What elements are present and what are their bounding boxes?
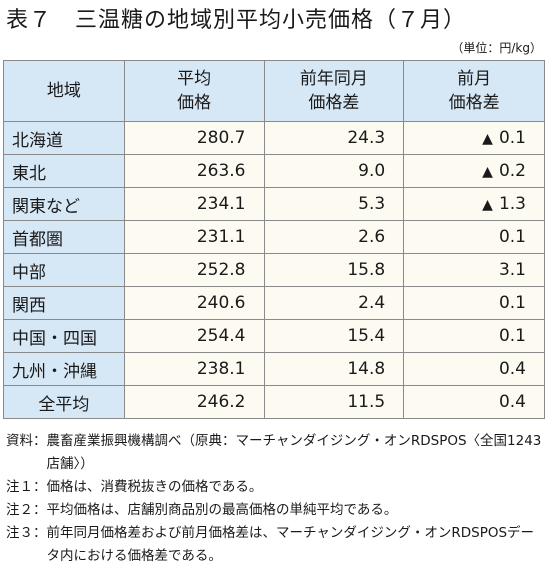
mom-diff-cell: ▲ 1.3 (403, 187, 545, 221)
note-label: 注３： (6, 525, 47, 541)
unit-label: （単位：円/kg） (451, 41, 542, 55)
note-label: 資料： (6, 433, 47, 449)
yoy-diff-cell: 15.4 (263, 319, 405, 353)
region-cell: 中部 (3, 253, 125, 287)
region-cell: 関西 (3, 286, 125, 320)
avg-price-cell: 263.6 (123, 154, 265, 188)
table-row: 中国・四国 254.4 15.4 0.1 (3, 319, 545, 353)
yoy-diff-cell: 5.3 (263, 187, 405, 221)
region-cell: 九州・沖縄 (3, 352, 125, 386)
yoy-diff-cell: 24.3 (263, 121, 405, 155)
mom-diff-value: 1.3 (498, 194, 526, 214)
header-yoy-diff-line-2: 価格差 (308, 93, 360, 113)
region-cell: 関東など (3, 187, 125, 221)
region-cell: 全平均 (3, 385, 125, 419)
mom-diff-value: 0.4 (498, 359, 526, 379)
note-text: 価格は、消費税抜きの価格である。 (46, 479, 263, 495)
table-title: 表７ 三温糖の地域別平均小売価格（７月） (6, 8, 467, 33)
region-cell: 東北 (3, 154, 125, 188)
mom-diff-cell: 0.4 (403, 385, 545, 419)
avg-price-cell: 240.6 (123, 286, 265, 320)
region-cell: 北海道 (3, 121, 125, 155)
yoy-diff-cell: 2.6 (263, 220, 405, 254)
region-cell: 首都圏 (3, 220, 125, 254)
region-cell: 中国・四国 (3, 319, 125, 353)
note-text: 平均価格は、店舗別商品別の最高価格の単純平均である。 (46, 502, 398, 518)
mom-diff-cell: ▲ 0.2 (403, 154, 545, 188)
note-label: 注２： (6, 502, 47, 518)
header-mom-diff-line-1: 前月 (457, 69, 492, 89)
avg-price-cell: 238.1 (123, 352, 265, 386)
yoy-diff-cell: 11.5 (263, 385, 405, 419)
table-row: 首都圏 231.1 2.6 0.1 (3, 220, 545, 254)
table-row: 東北 263.6 9.0 ▲ 0.2 (3, 154, 545, 188)
header-region-line-1: 地域 (46, 81, 81, 101)
notes-section: 資料： 農畜産業振興機構調べ（原典：マーチャンダイジング・オンRDSPOS〈全国1… (6, 430, 546, 568)
footnote: 注２： 平均価格は、店舗別商品別の最高価格の単純平均である。 (6, 499, 546, 522)
mom-diff-value: 0.1 (498, 326, 526, 346)
avg-price-cell: 231.1 (123, 220, 265, 254)
footnote: 注１： 価格は、消費税抜きの価格である。 (6, 476, 546, 499)
table-row: 関西 240.6 2.4 0.1 (3, 286, 545, 320)
avg-price-cell: 254.4 (123, 319, 265, 353)
mom-diff-cell: 0.1 (403, 319, 545, 353)
avg-price-cell: 252.8 (123, 253, 265, 287)
header-avg-price-line-1: 平均 (177, 69, 212, 89)
yoy-diff-cell: 9.0 (263, 154, 405, 188)
yoy-diff-cell: 15.8 (263, 253, 405, 287)
header-avg-price: 平均 価格 (123, 60, 265, 122)
avg-price-cell: 234.1 (123, 187, 265, 221)
header-yoy-diff: 前年同月 価格差 (263, 60, 405, 122)
avg-price-cell: 280.7 (123, 121, 265, 155)
mom-diff-cell: 0.1 (403, 286, 545, 320)
price-table: 地域 平均 価格 前年同月 価格差 前月 価格差 北海道 280.7 24.3 ▲ 0.… (3, 60, 545, 419)
table-row: 中部 252.8 15.8 3.1 (3, 253, 545, 287)
mom-diff-value: 0.1 (498, 293, 526, 313)
header-region: 地域 (3, 60, 125, 122)
header-row: 地域 平均 価格 前年同月 価格差 前月 価格差 (3, 60, 545, 122)
footnote: 注３： 前年同月価格差および前月価格差は、マーチャンダイジング・オンRDSPOSデ… (6, 522, 546, 568)
mom-diff-value: 0.1 (498, 227, 526, 247)
mom-diff-cell: 0.4 (403, 352, 545, 386)
yoy-diff-cell: 14.8 (263, 352, 405, 386)
header-avg-price-line-2: 価格 (177, 93, 212, 113)
decrease-marker: ▲ (482, 197, 493, 213)
table-row: 北海道 280.7 24.3 ▲ 0.1 (3, 121, 545, 155)
note-text: 農畜産業振興機構調べ（原典：マーチャンダイジング・オンRDSPOS〈全国1243… (46, 433, 542, 472)
table-row: 関東など 234.1 5.3 ▲ 1.3 (3, 187, 545, 221)
mom-diff-value: 0.2 (498, 161, 526, 181)
header-mom-diff-line-2: 価格差 (448, 93, 500, 113)
note-label: 注１： (6, 479, 47, 495)
yoy-diff-cell: 2.4 (263, 286, 405, 320)
mom-diff-value: 0.1 (498, 128, 526, 148)
table-row: 全平均 246.2 11.5 0.4 (3, 385, 545, 419)
table-row: 九州・沖縄 238.1 14.8 0.4 (3, 352, 545, 386)
mom-diff-cell: 3.1 (403, 253, 545, 287)
decrease-marker: ▲ (482, 131, 493, 147)
avg-price-cell: 246.2 (123, 385, 265, 419)
decrease-marker: ▲ (482, 164, 493, 180)
mom-diff-value: 0.4 (498, 392, 526, 412)
mom-diff-value: 3.1 (498, 260, 526, 280)
mom-diff-cell: ▲ 0.1 (403, 121, 545, 155)
source-note: 資料： 農畜産業振興機構調べ（原典：マーチャンダイジング・オンRDSPOS〈全国1… (6, 430, 546, 476)
note-text: 前年同月価格差および前月価格差は、マーチャンダイジング・オンRDSPOSデータ内… (46, 525, 535, 564)
mom-diff-cell: 0.1 (403, 220, 545, 254)
header-mom-diff: 前月 価格差 (403, 60, 545, 122)
header-yoy-diff-line-1: 前年同月 (299, 69, 368, 89)
